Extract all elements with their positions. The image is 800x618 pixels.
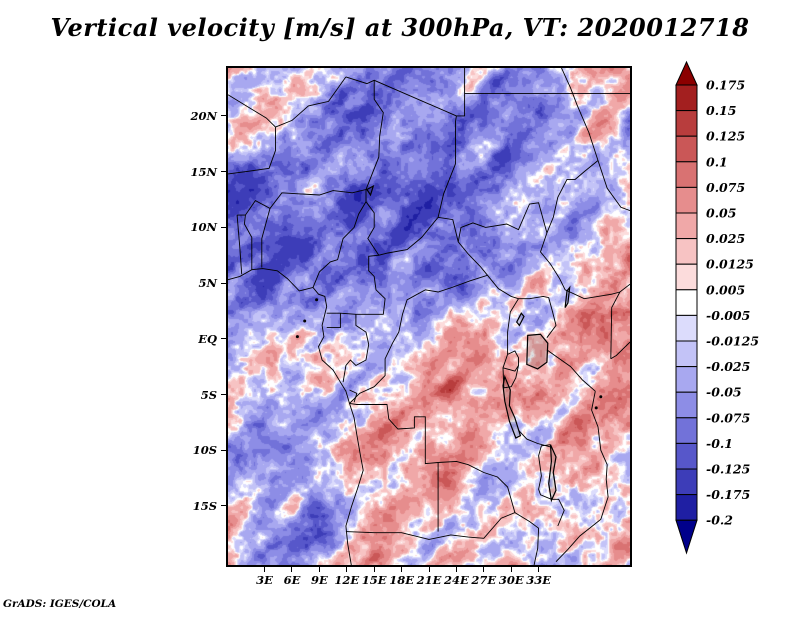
colorbar-box <box>675 494 698 521</box>
colorbar-legend: 0.175 0.15 0.125 0.1 0.075 0.05 0.025 0.0125 0.0… <box>675 60 759 555</box>
x-axis-tickmark <box>483 567 485 572</box>
x-tick-label: 24E <box>444 573 469 587</box>
x-tick-label: 6E <box>283 573 301 587</box>
colorbar-tick-label: -0.0125 <box>706 334 759 349</box>
x-tick-label: 27E <box>471 573 497 587</box>
y-tick-label: 5N <box>198 276 217 291</box>
y-axis-tickmark <box>221 338 226 340</box>
colorbar-tick-label: -0.175 <box>706 487 750 502</box>
y-axis-tickmark <box>221 171 226 173</box>
colorbar-tick-label: 0.175 <box>706 78 745 93</box>
y-axis-tickmark <box>221 115 226 117</box>
colorbar-tick-label: -0.005 <box>706 308 750 323</box>
x-tick-label: 12E <box>334 573 360 587</box>
x-tick-label: 9E <box>310 573 328 587</box>
y-axis-tickmark <box>221 282 226 284</box>
y-tick-label: EQ <box>198 331 217 346</box>
colorbar-box <box>675 212 698 240</box>
colorbar-tick-label: -0.2 <box>706 513 733 528</box>
colorbar-tick-label: 0.125 <box>706 129 745 144</box>
x-tick-label: 18E <box>389 573 414 587</box>
y-axis-tickmark <box>221 226 226 228</box>
colorbar-tick-label: 0.05 <box>706 206 736 221</box>
colorbar-box <box>675 340 698 368</box>
y-tick-label: 10N <box>190 220 217 235</box>
x-tick-label: 30E <box>498 573 524 587</box>
x-tick-label: 33E <box>526 573 552 587</box>
grads-credit: GrADS: IGES/COLA <box>3 598 117 610</box>
colorbar-tick-label: 0.1 <box>706 154 728 169</box>
x-axis-tickmark <box>510 567 512 572</box>
colorbar-box <box>675 314 698 342</box>
x-tick-label: 21E <box>416 573 442 587</box>
x-axis-tickmark <box>455 567 457 572</box>
map-plot-frame <box>226 66 632 567</box>
x-axis-tickmark <box>291 567 293 572</box>
colorbar-tick-label: -0.1 <box>706 436 733 451</box>
y-tick-label: 10S <box>192 443 217 458</box>
y-axis-tickmark <box>221 505 226 507</box>
colorbar-tick-label: -0.05 <box>706 385 742 400</box>
colorbar-tick-label: -0.125 <box>706 462 750 477</box>
colorbar-arrow-up <box>675 60 698 86</box>
y-tick-label: 5S <box>200 387 217 402</box>
x-axis-tickmark <box>538 567 540 572</box>
y-tick-label: 15S <box>192 498 217 513</box>
x-axis-tickmark <box>373 567 375 572</box>
x-axis-tickmark <box>346 567 348 572</box>
y-tick-label: 20N <box>190 108 217 123</box>
colorbar-box <box>675 110 698 137</box>
x-tick-label: 3E <box>256 573 273 587</box>
colorbar-tick-label: -0.075 <box>706 410 750 425</box>
colorbar-box <box>675 263 698 291</box>
x-tick-label: 15E <box>361 573 387 587</box>
colorbar-box <box>675 289 698 316</box>
colorbar-box <box>675 135 698 163</box>
colorbar-tick-label: 0.0125 <box>706 257 754 272</box>
colorbar-tick-label: 0.005 <box>706 282 745 297</box>
colorbar-tick-label: 0.15 <box>706 103 736 118</box>
colorbar-box <box>675 238 698 265</box>
x-axis-tickmark <box>401 567 403 572</box>
colorbar-box <box>675 442 698 470</box>
plot-title: Vertical velocity [m/s] at 300hPa, VT: 2… <box>50 13 750 42</box>
velocity-field-canvas <box>228 68 630 565</box>
x-axis-tickmark <box>318 567 320 572</box>
colorbar-box <box>675 84 698 112</box>
colorbar-box <box>675 161 698 188</box>
colorbar-box <box>675 366 698 393</box>
y-axis-tickmark <box>221 394 226 395</box>
colorbar-arrow-down <box>675 519 698 555</box>
colorbar-tick-label: 0.075 <box>706 180 745 195</box>
x-axis-tickmark <box>264 567 266 572</box>
y-tick-label: 15N <box>190 164 217 179</box>
colorbar-box <box>675 468 698 496</box>
colorbar-box <box>675 186 698 214</box>
x-axis-tickmark <box>428 567 430 572</box>
colorbar-tick-label: 0.025 <box>706 231 745 246</box>
colorbar-box <box>675 391 698 419</box>
colorbar-tick-label: -0.025 <box>706 359 750 374</box>
y-axis-tickmark <box>221 449 226 451</box>
colorbar-box <box>675 417 698 444</box>
